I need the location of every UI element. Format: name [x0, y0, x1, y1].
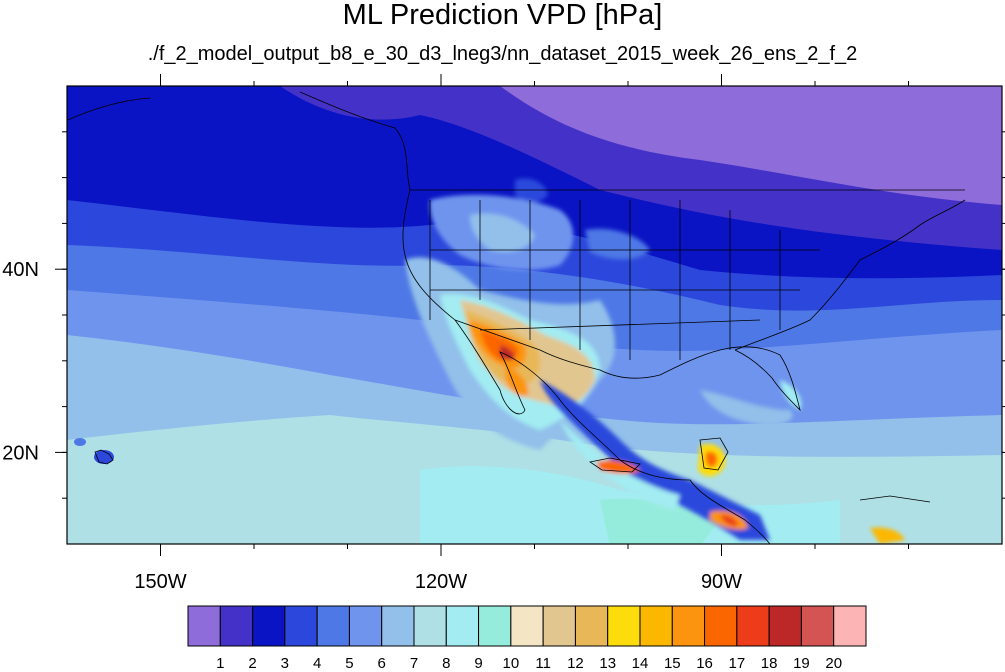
colorbar-swatch — [187, 605, 221, 647]
lon-tick-label: 120W — [415, 571, 467, 593]
vpd-contour-field — [67, 86, 1002, 544]
colorbar-swatch — [800, 605, 835, 647]
colorbar-label: 12 — [567, 655, 584, 672]
colorbar-swatch — [381, 605, 415, 647]
lon-tick-label: 150W — [134, 571, 186, 593]
colorbar-swatch — [607, 605, 641, 647]
colorbar-swatch — [445, 605, 480, 647]
colorbar-label: 17 — [729, 655, 746, 672]
lon-tick-label: 90W — [701, 571, 742, 593]
axes: 150W 120W 90W 40N 20N — [2, 74, 1005, 593]
colorbar-swatch — [736, 605, 770, 647]
colorbar-swatch — [252, 605, 286, 647]
colorbar: 1 2 3 4 5 6 7 8 9 10 11 12 13 14 15 16 17 18 19 20 — [187, 605, 867, 672]
colorbar-label: 1 — [216, 655, 224, 672]
colorbar-label: 2 — [248, 655, 256, 672]
colorbar-label: 18 — [761, 655, 778, 672]
colorbar-label: 15 — [664, 655, 681, 672]
colorbar-swatch — [316, 605, 350, 647]
colorbar-swatch — [413, 605, 447, 647]
colorbar-label: 7 — [410, 655, 418, 672]
colorbar-swatch — [639, 605, 673, 647]
colorbar-swatch — [510, 605, 544, 647]
colorbar-label: 10 — [503, 655, 520, 672]
colorbar-swatch — [704, 605, 738, 647]
colorbar-label: 13 — [599, 655, 616, 672]
page-title: ML Prediction VPD [hPa] — [342, 0, 663, 31]
colorbar-label: 3 — [281, 655, 289, 672]
lat-tick-label: 40N — [2, 259, 39, 281]
colorbar-swatch — [574, 605, 609, 647]
colorbar-swatch — [833, 605, 867, 647]
colorbar-label: 19 — [793, 655, 810, 672]
colorbar-swatch — [478, 605, 512, 647]
page-subtitle: ./f_2_model_output_b8_e_30_d3_lneg3/nn_d… — [147, 43, 858, 65]
colorbar-label: 9 — [474, 655, 482, 672]
colorbar-label: 6 — [378, 655, 386, 672]
hawaii-region — [74, 438, 114, 464]
colorbar-label: 14 — [632, 655, 649, 672]
colorbar-swatch — [219, 605, 254, 647]
colorbar-label: 16 — [696, 655, 713, 672]
colorbar-swatch — [671, 605, 706, 647]
colorbar-label: 4 — [313, 655, 321, 672]
colorbar-label: 8 — [442, 655, 450, 672]
colorbar-swatch — [284, 605, 318, 647]
colorbar-swatch — [348, 605, 383, 647]
colorbar-label: 20 — [825, 655, 842, 672]
lat-tick-label: 20N — [2, 442, 39, 464]
colorbar-swatch — [542, 605, 576, 647]
colorbar-label: 5 — [345, 655, 353, 672]
colorbar-swatch — [768, 605, 802, 647]
coastlines-and-borders — [67, 91, 966, 544]
colorbar-label: 11 — [535, 655, 551, 672]
